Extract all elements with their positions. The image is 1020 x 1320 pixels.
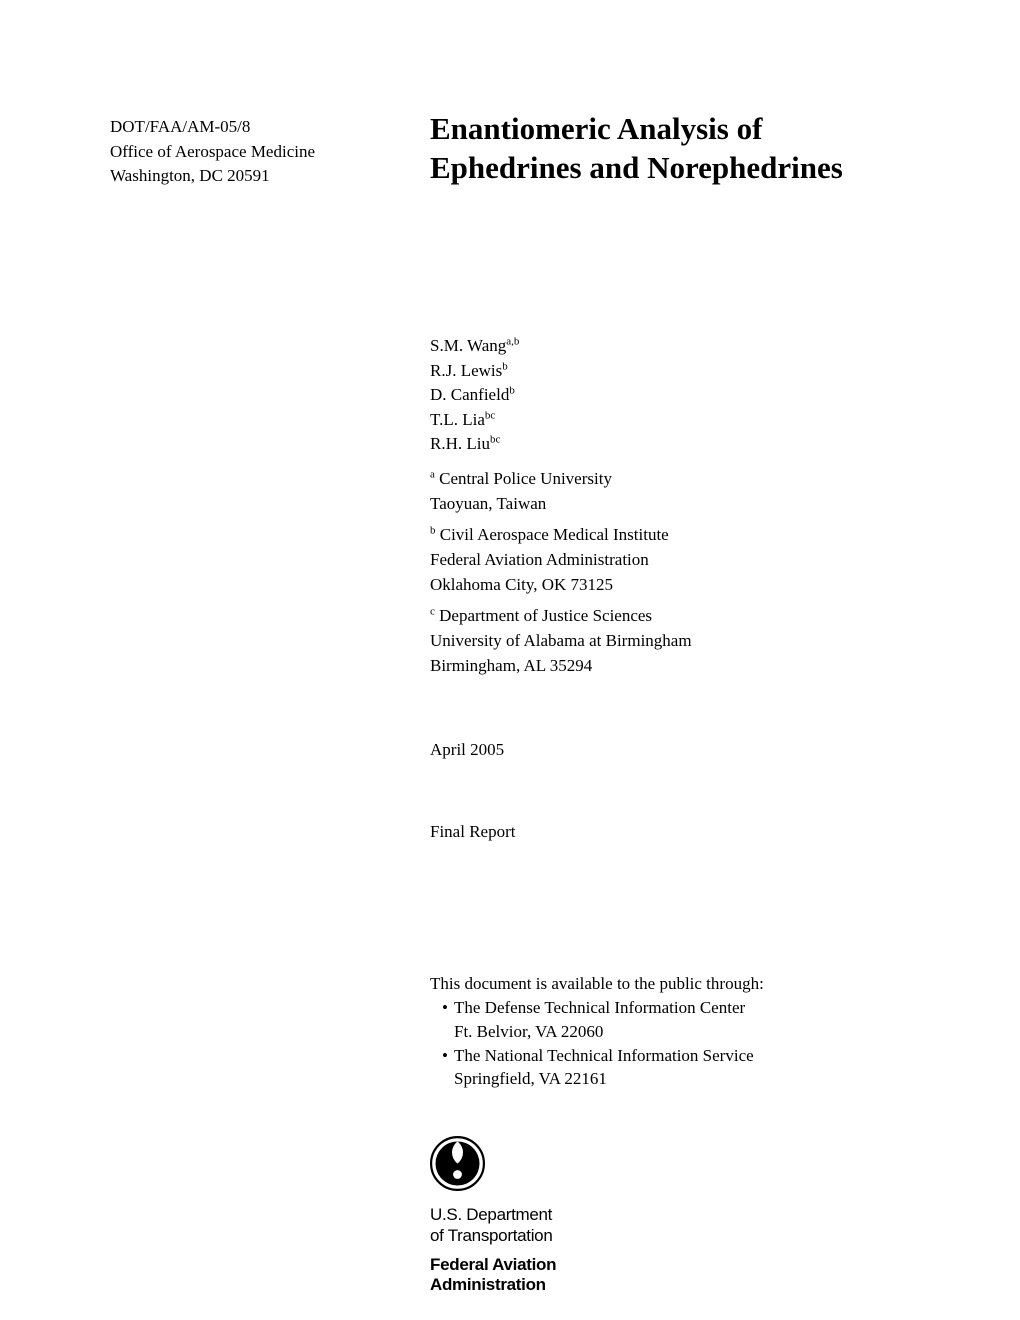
affiliation: a Central Police University Taoyuan, Tai… bbox=[430, 467, 910, 516]
availability-item: The National Technical Information Servi… bbox=[442, 1044, 910, 1092]
affiliation: b Civil Aerospace Medical Institute Fede… bbox=[430, 523, 910, 597]
publication-date: April 2005 bbox=[430, 740, 910, 760]
doc-id-line: DOT/FAA/AM-05/8 bbox=[110, 115, 430, 140]
availability-intro: This document is available to the public… bbox=[430, 972, 910, 996]
doc-id-line: Washington, DC 20591 bbox=[110, 164, 430, 189]
author: S.M. Wanga,b bbox=[430, 334, 910, 359]
title-line: Ephedrines and Norephedrines bbox=[430, 149, 910, 188]
affiliation: c Department of Justice Sciences Univers… bbox=[430, 604, 910, 678]
affiliations-list: a Central Police University Taoyuan, Tai… bbox=[430, 467, 910, 678]
document-identifier: DOT/FAA/AM-05/8 Office of Aerospace Medi… bbox=[110, 115, 430, 189]
availability-item: The Defense Technical Information Center… bbox=[442, 996, 910, 1044]
agency-footer: U.S. Department of Transportation Federa… bbox=[430, 1136, 910, 1295]
author: R.J. Lewisb bbox=[430, 359, 910, 384]
faa-name: Federal Aviation Administration bbox=[430, 1255, 910, 1296]
dot-logo-icon bbox=[430, 1136, 485, 1191]
availability-notice: This document is available to the public… bbox=[430, 972, 910, 1091]
title-line: Enantiomeric Analysis of bbox=[430, 110, 910, 149]
department-name: U.S. Department of Transportation bbox=[430, 1204, 910, 1247]
doc-id-line: Office of Aerospace Medicine bbox=[110, 140, 430, 165]
author: D. Canfieldb bbox=[430, 383, 910, 408]
author: T.L. Liabc bbox=[430, 408, 910, 433]
authors-list: S.M. Wanga,b R.J. Lewisb D. Canfieldb T.… bbox=[430, 334, 910, 457]
report-type: Final Report bbox=[430, 822, 910, 842]
author: R.H. Liubc bbox=[430, 432, 910, 457]
document-title: Enantiomeric Analysis of Ephedrines and … bbox=[430, 110, 910, 188]
